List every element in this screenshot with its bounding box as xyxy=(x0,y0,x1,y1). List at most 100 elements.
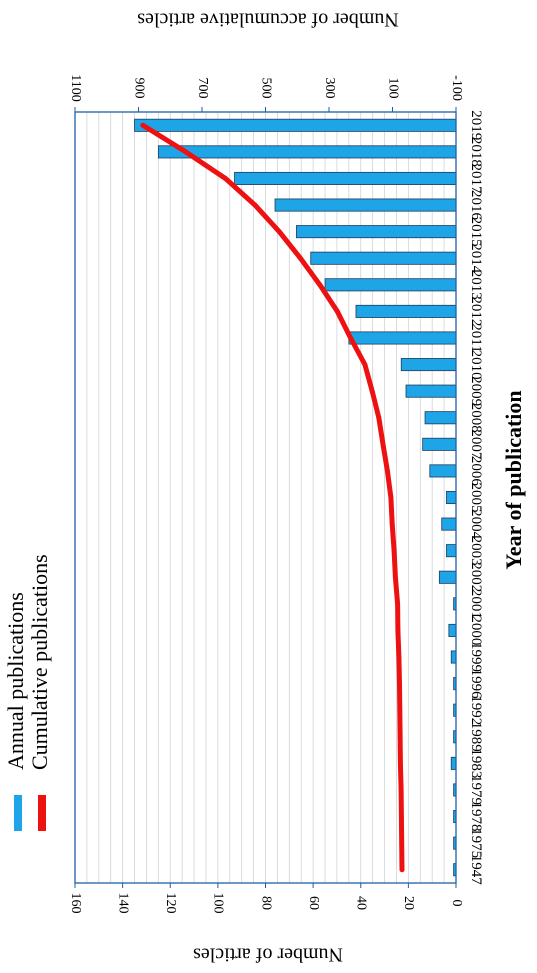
bar-2002 xyxy=(438,570,457,584)
cumulative-point-2009 xyxy=(369,388,375,394)
category-label: 1983 xyxy=(468,748,484,778)
primary-tick-label: 0 xyxy=(449,900,464,907)
secondary-tick-label: 900 xyxy=(131,78,146,99)
secondary-tick-label: -100 xyxy=(449,75,464,101)
category-label: 1947 xyxy=(468,855,484,886)
category-label: 2012 xyxy=(468,296,484,326)
category-label: 1989 xyxy=(468,722,484,752)
cumulative-point-1947 xyxy=(399,867,405,873)
bar-2006 xyxy=(429,464,457,478)
legend-swatch-annual xyxy=(14,795,22,831)
category-label: 2007 xyxy=(468,429,484,460)
category-label: 1978 xyxy=(468,802,484,832)
cumulative-point-2015 xyxy=(276,229,282,235)
category-label: 2016 xyxy=(468,190,484,221)
category-label: 1975 xyxy=(468,828,484,858)
bar-2008 xyxy=(424,411,457,425)
primary-tick-label: 60 xyxy=(306,896,321,910)
category-label: 2006 xyxy=(468,456,484,487)
category-label: 2000 xyxy=(468,615,484,645)
bar-2013 xyxy=(324,278,457,292)
category-label: 1996 xyxy=(468,669,484,700)
secondary-tick-label: 1100 xyxy=(68,74,83,101)
bar-1983 xyxy=(450,756,457,770)
legend-label-annual: Annual publications xyxy=(3,592,28,770)
bar-2015 xyxy=(296,225,457,239)
bar-2014 xyxy=(310,251,457,265)
category-label: 2013 xyxy=(468,270,484,300)
category-label: 2015 xyxy=(468,217,484,247)
primary-tick-label: 80 xyxy=(258,896,273,910)
cumulative-point-1999 xyxy=(396,654,402,660)
axes: 2019201820172016201520142013201220112010… xyxy=(68,8,526,965)
category-label: 2019 xyxy=(468,110,484,140)
cumulative-point-1979 xyxy=(398,787,404,793)
cumulative-point-2008 xyxy=(376,415,382,421)
cumulative-point-2016 xyxy=(252,202,258,208)
category-label: 2003 xyxy=(468,536,484,566)
cumulative-point-1989 xyxy=(397,734,403,740)
cumulative-point-2001 xyxy=(395,601,400,607)
y-axis-title: Number of articles xyxy=(193,943,343,965)
cumulative-point-2014 xyxy=(298,255,303,261)
cumulative-point-1983 xyxy=(398,760,403,766)
category-label: 2010 xyxy=(468,350,484,380)
cumulative-point-2010 xyxy=(362,362,368,367)
secondary-tick-label: 500 xyxy=(258,78,273,99)
cumulative-point-2005 xyxy=(388,495,394,500)
cumulative-point-2000 xyxy=(395,628,401,633)
category-label: 2018 xyxy=(468,137,484,167)
legend-label-cumulative: Cumulative publications xyxy=(27,554,52,770)
bar-2000 xyxy=(448,623,457,637)
secondary-axis-title: Number of accumulative articles xyxy=(137,8,399,30)
cumulative-point-2012 xyxy=(334,308,340,314)
cumulative-point-2017 xyxy=(223,176,228,181)
x-axis-title: Year of publication xyxy=(501,390,526,569)
category-label: 2014 xyxy=(468,243,484,274)
secondary-tick-label: 700 xyxy=(195,78,210,99)
plot-area xyxy=(74,112,457,883)
primary-tick-label: 120 xyxy=(163,893,178,914)
legend-swatch-cumulative xyxy=(38,795,46,831)
bar-2004 xyxy=(441,517,457,531)
bar-2017 xyxy=(234,171,457,185)
legend: Annual publications Cumulative publicatio… xyxy=(3,554,52,831)
bar-2016 xyxy=(274,198,457,212)
bar-2003 xyxy=(446,544,457,558)
category-label: 2004 xyxy=(468,509,484,540)
bar-2010 xyxy=(400,358,457,372)
category-label: 2008 xyxy=(468,403,484,433)
category-label: 2009 xyxy=(468,376,484,406)
category-label: 2011 xyxy=(468,323,484,352)
primary-tick-label: 40 xyxy=(354,896,369,910)
bar-2019 xyxy=(134,118,457,132)
category-label: 1992 xyxy=(468,695,484,725)
cumulative-point-2018 xyxy=(183,149,189,155)
primary-tick-label: 100 xyxy=(211,893,226,914)
secondary-tick-label: 100 xyxy=(385,78,400,99)
cumulative-point-2002 xyxy=(392,574,398,580)
bar-2007 xyxy=(422,437,457,451)
primary-tick-label: 20 xyxy=(401,896,416,910)
category-label: 1999 xyxy=(468,642,484,672)
cumulative-point-2003 xyxy=(391,548,397,554)
category-label: 2001 xyxy=(468,589,484,619)
cumulative-point-2013 xyxy=(317,282,323,288)
cumulative-point-2004 xyxy=(389,521,395,527)
cumulative-point-1975 xyxy=(399,840,405,846)
cumulative-point-2007 xyxy=(380,441,386,447)
cumulative-point-1992 xyxy=(397,707,403,713)
bar-2011 xyxy=(348,331,457,345)
cumulative-point-2011 xyxy=(348,335,353,341)
cumulative-point-2019 xyxy=(140,122,146,128)
category-label: 2017 xyxy=(468,163,484,194)
bar-2005 xyxy=(446,490,457,505)
bar-2012 xyxy=(355,304,457,318)
bar-2018 xyxy=(157,145,457,159)
secondary-tick-label: 300 xyxy=(322,78,337,99)
category-label: 1979 xyxy=(468,775,484,805)
bar-1999 xyxy=(450,650,457,664)
primary-tick-label: 160 xyxy=(68,893,83,914)
bar-2009 xyxy=(405,384,457,398)
